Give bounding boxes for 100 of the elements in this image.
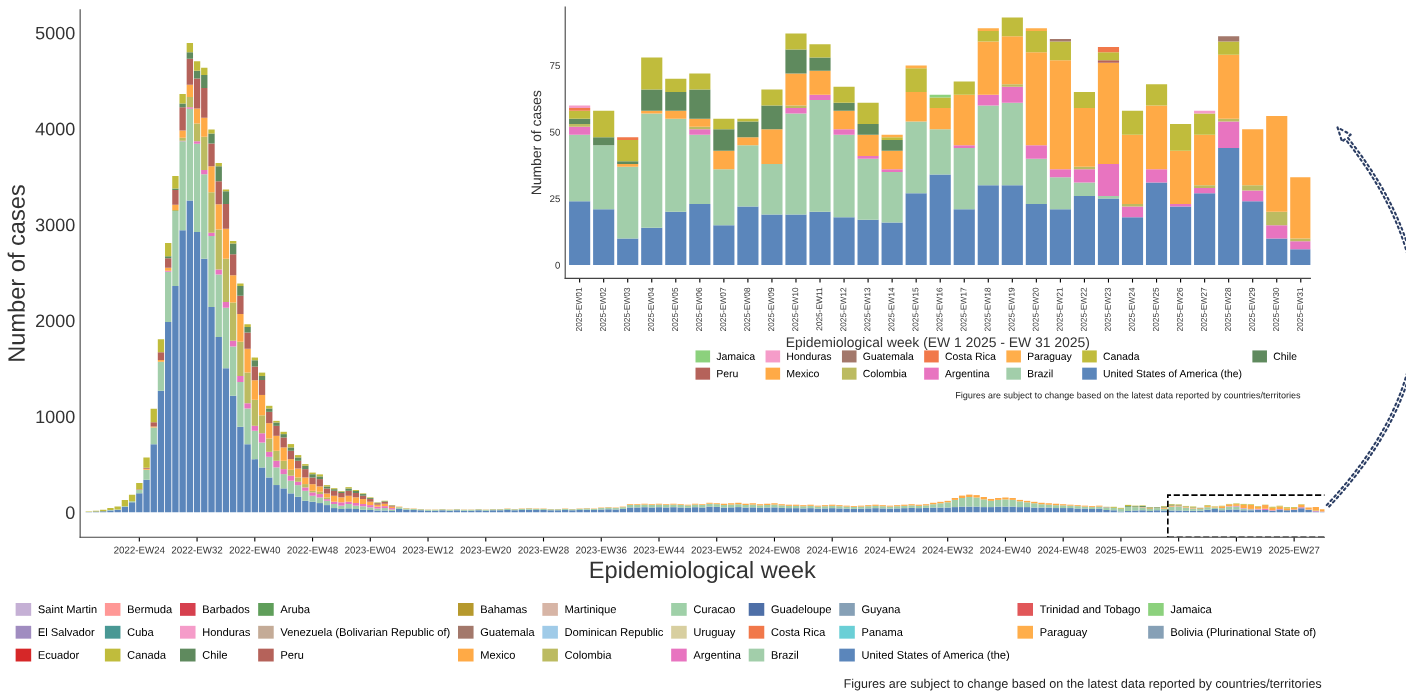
x-tick-label: 2025-EW04 xyxy=(648,287,654,332)
legend-label: Colombia xyxy=(863,369,907,378)
x-tick-label: 2025-EW11 xyxy=(816,287,823,331)
x-tick-label: 2025-EW01 xyxy=(575,287,582,332)
legend-label: Guyana xyxy=(862,605,901,616)
x-tick-label: 2023-EW20 xyxy=(460,546,512,554)
legend-label: Trinidad and Tobago xyxy=(1039,605,1140,616)
legend-label: Costa Rica xyxy=(945,352,996,360)
legend-label: Bolivia (Plurinational State of) xyxy=(1171,627,1316,639)
y-tick-label: 3000 xyxy=(35,218,75,232)
x-tick-label: 2025-EW29 xyxy=(1249,287,1255,332)
x-axis-title: Epidemiological week (EW 1 2025 - EW 31 2025) xyxy=(786,336,1090,350)
x-tick-label: 2025-EW06 xyxy=(696,287,703,332)
x-tick-label: 2025-EW24 xyxy=(1128,287,1135,332)
x-tick-label: 2023-EW52 xyxy=(691,546,742,554)
x-tick-label: 2025-EW12 xyxy=(840,287,847,332)
legend-label: Guatemala xyxy=(863,352,914,360)
legend-label: Curacao xyxy=(693,605,735,614)
x-tick-label: 2024-EW16 xyxy=(807,546,858,554)
x-tick-label: 2025-EW19 xyxy=(1211,546,1262,554)
legend-label: Peru xyxy=(281,651,304,659)
x-tick-label: 2025-EW21 xyxy=(1056,287,1063,332)
y-tick-label: 0 xyxy=(555,261,560,269)
legend-label: Argentina xyxy=(693,650,741,662)
x-tick-label: 2024-EW08 xyxy=(749,546,800,554)
legend-label: Bahamas xyxy=(481,605,527,614)
x-tick-label: 2025-EW02 xyxy=(600,287,606,332)
legend-label: Jamaica xyxy=(1170,605,1212,614)
y-tick-label: 0 xyxy=(65,506,75,520)
legend-label: Cuba xyxy=(127,627,154,637)
y-tick-label: 25 xyxy=(550,195,560,203)
x-tick-label: 2024-EW24 xyxy=(864,546,916,554)
x-tick-label: 2025-EW11 xyxy=(1153,546,1204,554)
x-tick-label: 2025-EW09 xyxy=(768,287,775,332)
legend-label: Ecuador xyxy=(38,650,80,659)
x-tick-label: 2025-EW05 xyxy=(672,287,679,332)
annotation: Figures are subject to change based on the latest data reported by countries/territories xyxy=(956,391,1301,401)
x-tick-label: 2025-EW16 xyxy=(936,287,943,332)
x-tick-label: 2025-EW27 xyxy=(1268,546,1320,554)
legend-label: Paraguay xyxy=(1040,628,1088,639)
y-tick-label: 50 xyxy=(549,128,560,136)
y-tick-label: 5000 xyxy=(35,26,75,40)
x-tick-label: 2025-EW25 xyxy=(1152,287,1159,332)
legend-label: Venezuela (Bolivarian Republic of) xyxy=(280,627,450,639)
legend-label: Dominican Republic xyxy=(565,627,664,639)
legend-label: Barbados xyxy=(203,605,250,614)
x-axis-title: Epidemiological week xyxy=(590,560,816,583)
x-tick-label: 2025-EW27 xyxy=(1200,287,1207,332)
x-tick-label: 2024-EW40 xyxy=(980,546,1031,554)
x-tick-label: 2024-EW48 xyxy=(1038,546,1089,554)
x-tick-label: 2023-EW12 xyxy=(402,546,454,554)
legend-label: Canada xyxy=(127,650,167,659)
y-tick-label: 4000 xyxy=(35,122,75,136)
x-tick-label: 2025-EW03 xyxy=(624,287,630,332)
legend-label: Argentina xyxy=(945,369,990,380)
legend-label: Mexico xyxy=(787,369,819,378)
x-tick-label: 2025-EW28 xyxy=(1225,287,1231,332)
x-tick-label: 2025-EW22 xyxy=(1080,287,1087,332)
x-tick-label: 2023-EW44 xyxy=(633,546,685,554)
x-tick-label: 2025-EW26 xyxy=(1176,287,1183,332)
y-axis-title: Number of cases xyxy=(7,185,25,361)
legend-label: Jamaica xyxy=(716,352,756,360)
x-tick-label: 2025-EW30 xyxy=(1273,287,1279,332)
legend-label: Uruguay xyxy=(694,628,736,639)
legend-label: United States of America (the) xyxy=(862,650,1010,662)
x-tick-label: 2025-EW18 xyxy=(984,287,991,332)
legend-label: Aruba xyxy=(280,605,311,614)
x-tick-label: 2025-EW19 xyxy=(1008,287,1015,332)
legend-label: Costa Rica xyxy=(771,627,826,637)
x-tick-label: 2023-EW28 xyxy=(518,546,569,554)
x-tick-label: 2022-EW40 xyxy=(229,546,281,554)
legend-label: Peru xyxy=(717,369,738,378)
y-tick-label: 2000 xyxy=(36,314,75,328)
text: Figures are subject to change based on the latest data reported by countries/territories xyxy=(844,678,1322,691)
legend-label: United States of America (the) xyxy=(1103,369,1242,380)
x-tick-label: 2025-EW23 xyxy=(1104,287,1111,332)
legend-label: El Salvador xyxy=(38,627,95,637)
legend-label: Martinique xyxy=(565,605,616,616)
legend-label: Honduras xyxy=(787,352,832,360)
x-tick-label: 2025-EW10 xyxy=(792,287,799,332)
x-tick-label: 2024-EW32 xyxy=(922,546,973,554)
x-tick-label: 2025-EW13 xyxy=(864,287,871,332)
legend-label: Canada xyxy=(1103,352,1140,360)
x-tick-label: 2025-EW07 xyxy=(720,287,727,332)
legend-label: Brazil xyxy=(771,650,798,659)
x-tick-label: 2023-EW36 xyxy=(576,546,627,554)
legend-label: Mexico xyxy=(481,650,515,659)
legend-label: Guatemala xyxy=(480,627,535,637)
y-axis-title: Number of cases xyxy=(531,90,542,195)
x-tick-label: 2022-EW24 xyxy=(114,546,165,554)
y-tick-label: 75 xyxy=(550,62,560,70)
x-tick-label: 2025-EW17 xyxy=(960,287,967,332)
legend-label: Saint Martin xyxy=(38,605,97,614)
legend-label: Chile xyxy=(1273,352,1297,360)
y-tick-label: 1000 xyxy=(36,410,75,424)
x-tick-label: 2022-EW32 xyxy=(171,546,223,554)
legend-label: Chile xyxy=(202,650,228,659)
legend-label: Colombia xyxy=(565,650,612,659)
x-tick-label: 2025-EW31 xyxy=(1297,287,1304,332)
x-tick-label: 2022-EW48 xyxy=(287,546,338,554)
